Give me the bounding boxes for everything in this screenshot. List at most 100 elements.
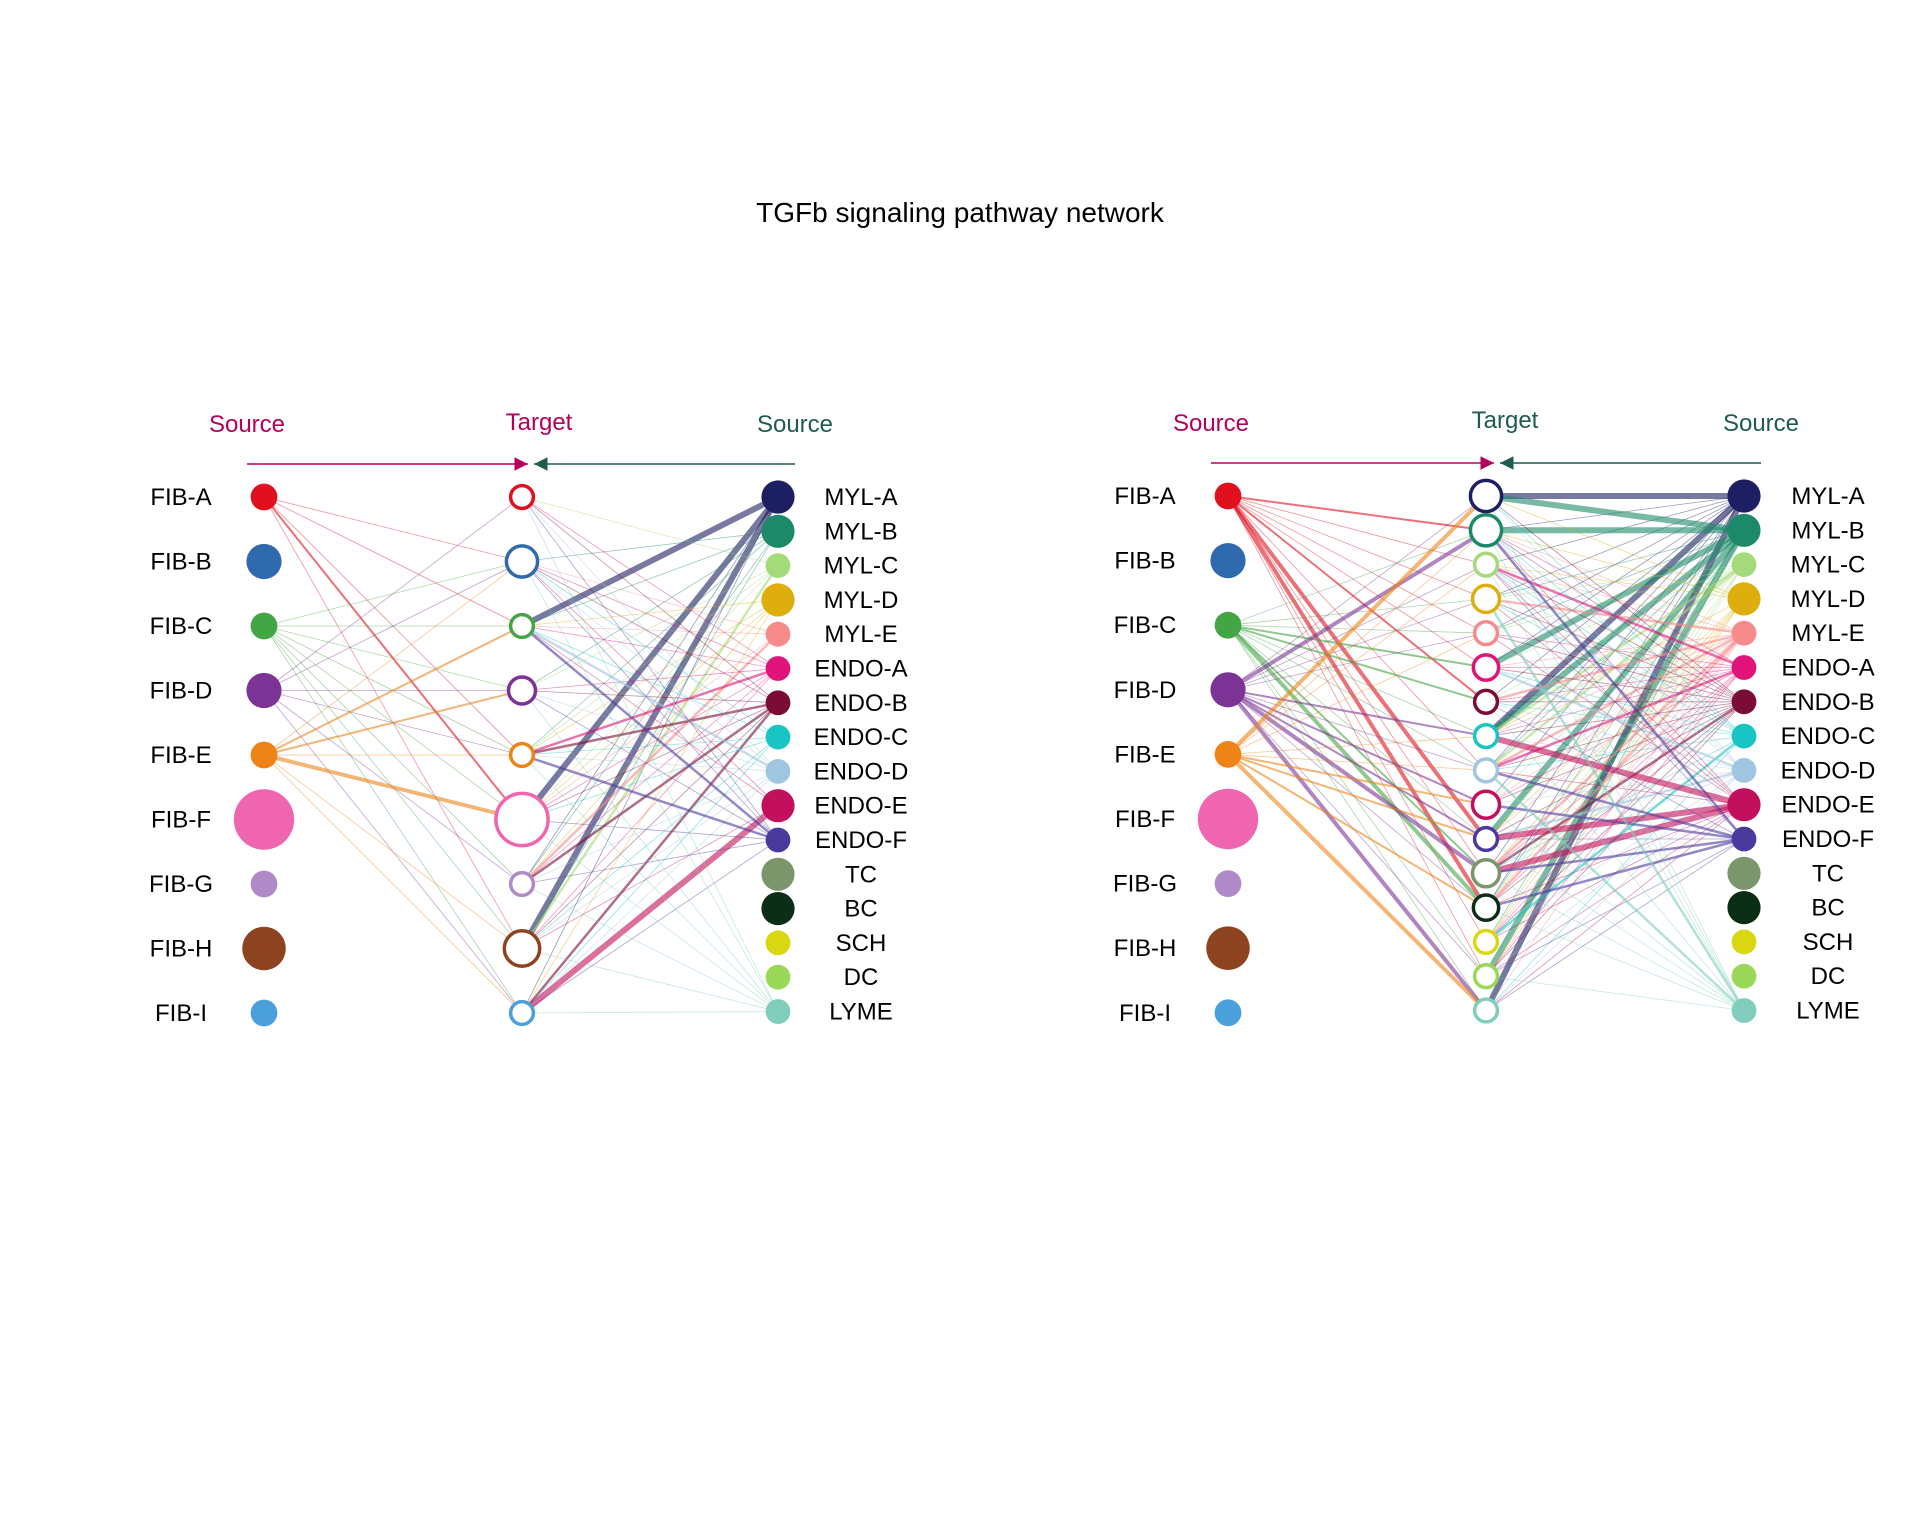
edge-endo-e-to-target-1 xyxy=(521,561,779,806)
source-node-fib-a xyxy=(250,483,278,511)
edge-lyme-to-target-0 xyxy=(1485,495,1745,1011)
edge-fib-d-to-myl-e-4 xyxy=(1227,632,1487,691)
edge-myl-d-to-target-2 xyxy=(1485,564,1745,600)
edge-myl-b-to-target-7 xyxy=(1484,527,1746,739)
edge-fib-c-to-tc-11 xyxy=(1227,624,1487,875)
source-node-endo-d xyxy=(765,759,791,784)
edge-myl-c-to-target-3 xyxy=(1485,564,1745,600)
edge-endo-d-to-target-7 xyxy=(521,771,779,949)
edge-fib-d-to-endo-e-9 xyxy=(1227,688,1487,806)
edge-myl-c-to-target-12 xyxy=(1485,564,1745,908)
source-node-tc xyxy=(761,857,795,891)
edge-myl-d-to-target-4 xyxy=(521,599,779,756)
source-label-bc: BC xyxy=(1811,895,1844,922)
edge-myl-b-to-target-3 xyxy=(1485,529,1745,600)
source-label-fib-g: FIB-G xyxy=(1113,871,1177,898)
edge-endo-b-to-target-1 xyxy=(1485,529,1745,703)
target-node-myl-b xyxy=(1468,512,1504,548)
edge-lyme-to-target-12 xyxy=(1485,907,1745,1011)
edge-fib-c-to-endo-b-6 xyxy=(1227,624,1487,703)
edge-fib-a-to-myl-c-2 xyxy=(1227,495,1487,565)
source-label-myl-c: MYL-C xyxy=(1791,552,1866,579)
edge-fib-d-to-myl-d-3 xyxy=(1227,598,1487,691)
edge-myl-a-to-target-2 xyxy=(520,494,780,629)
source-label-fib-d: FIB-D xyxy=(1114,677,1177,704)
edge-endo-c-to-target-8 xyxy=(521,736,779,1014)
target-node-myl-e xyxy=(1472,620,1500,647)
edge-endo-a-to-target-6 xyxy=(521,668,779,885)
edge-myl-c-to-target-7 xyxy=(520,564,780,950)
edge-myl-c-to-target-4 xyxy=(521,565,779,756)
edge-endo-d-to-target-8 xyxy=(521,771,779,1014)
edge-endo-c-to-target-7 xyxy=(521,736,779,949)
edge-myl-b-to-target-1 xyxy=(521,530,779,562)
edge-endo-b-to-target-9 xyxy=(1485,701,1745,806)
edge-endo-d-to-target-1 xyxy=(521,561,779,772)
edge-lyme-to-target-5 xyxy=(521,819,779,1012)
figure-title: TGFb signaling pathway network xyxy=(756,197,1165,228)
source-label-fib-g: FIB-G xyxy=(149,871,213,898)
source-node-fib-a xyxy=(1214,482,1242,510)
edge-fib-e-to-myl-e-4 xyxy=(1227,632,1487,755)
source-label-fib-f: FIB-F xyxy=(151,807,211,834)
edge-fib-e-to-fib-f-5 xyxy=(263,753,523,822)
edge-endo-e-to-target-11 xyxy=(1485,801,1745,877)
source-node-myl-b xyxy=(761,514,795,548)
edge-myl-c-to-target-6 xyxy=(1485,564,1745,703)
edge-myl-e-to-target-1 xyxy=(521,561,779,635)
edge-endo-e-to-target-8 xyxy=(520,803,780,1016)
edge-fib-e-to-myl-a-0 xyxy=(1226,494,1488,756)
source-node-fib-h xyxy=(1206,926,1250,970)
edge-endo-b-to-target-11 xyxy=(1485,700,1745,875)
source-label-tc: TC xyxy=(1812,860,1844,887)
edge-fib-d-to-lyme-15 xyxy=(1226,688,1488,1012)
edge-myl-d-to-target-0 xyxy=(1485,495,1745,600)
edge-myl-e-to-target-6 xyxy=(521,633,779,885)
source-node-endo-e xyxy=(1727,788,1761,822)
edge-endo-f-to-target-5 xyxy=(521,819,779,841)
edge-endo-d-to-target-2 xyxy=(521,624,779,773)
edge-fib-d-to-fib-b-1 xyxy=(263,561,523,691)
target-node-fib-c xyxy=(508,612,536,640)
source-label-lyme: LYME xyxy=(829,999,893,1026)
edge-fib-c-to-dc-14 xyxy=(1227,624,1487,977)
source-label-fib-b: FIB-B xyxy=(1114,548,1175,575)
edge-fib-e-to-fib-d-3 xyxy=(263,689,523,756)
edge-endo-c-to-target-8 xyxy=(1485,735,1745,771)
source-node-fib-b xyxy=(1210,543,1246,579)
edge-endo-f-to-target-3 xyxy=(521,690,779,841)
source-node-fib-d xyxy=(246,672,282,709)
source-label-myl-b: MYL-B xyxy=(824,518,897,545)
edge-lyme-to-target-1 xyxy=(521,561,779,1012)
source-label-myl-d: MYL-D xyxy=(1791,586,1866,613)
edge-endo-a-to-target-7 xyxy=(1485,667,1745,737)
source-label-endo-d: ENDO-D xyxy=(814,758,909,785)
edge-lyme-to-target-0 xyxy=(521,496,779,1012)
edge-endo-d-to-target-4 xyxy=(521,754,779,772)
source-label-myl-d: MYL-D xyxy=(824,587,899,614)
edge-fib-a-to-fib-c-2 xyxy=(263,496,523,627)
edge-fib-e-to-fib-b-1 xyxy=(263,561,523,756)
source-node-sch xyxy=(1731,929,1757,955)
edge-myl-b-to-target-4 xyxy=(1485,529,1745,634)
edge-endo-c-to-target-5 xyxy=(521,736,779,820)
edge-endo-f-to-target-0 xyxy=(521,496,779,841)
source-label-endo-b: ENDO-B xyxy=(814,690,907,717)
edge-endo-b-to-target-2 xyxy=(1485,564,1745,703)
source-node-fib-i xyxy=(1214,999,1242,1027)
source-label-fib-h: FIB-H xyxy=(150,936,213,963)
source-label-dc: DC xyxy=(844,964,879,991)
header-source-left: Source xyxy=(1173,410,1249,437)
edge-myl-b-to-target-7 xyxy=(521,531,779,949)
source-node-fib-b xyxy=(246,543,282,580)
edge-endo-b-to-target-4 xyxy=(521,701,779,757)
target-node-fib-d xyxy=(506,675,538,706)
source-node-endo-c xyxy=(1731,723,1757,749)
source-node-endo-f xyxy=(1731,826,1757,852)
edge-endo-a-to-target-4 xyxy=(1485,632,1745,668)
edge-fib-e-to-fib-c-2 xyxy=(263,625,523,756)
edge-lyme-to-target-8 xyxy=(521,1011,779,1014)
target-node-dc xyxy=(1472,963,1500,990)
source-label-fib-a: FIB-A xyxy=(1114,483,1175,510)
edge-fib-a-to-endo-b-6 xyxy=(1227,495,1487,703)
